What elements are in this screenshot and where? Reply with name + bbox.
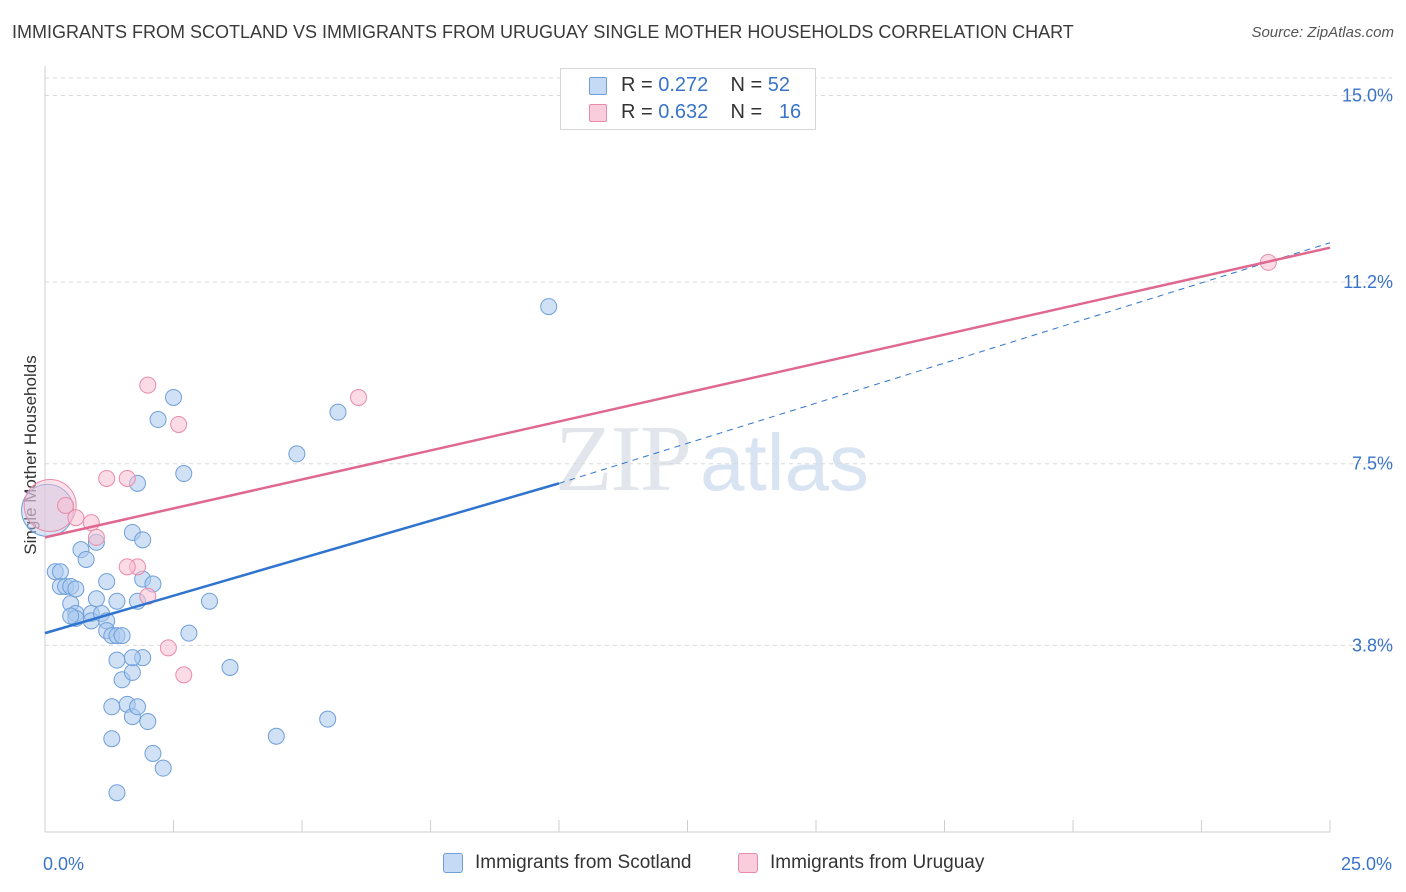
scotland-point [67, 580, 85, 598]
uruguay-point [23, 478, 77, 532]
scotland-point [129, 698, 147, 716]
uruguay-point [118, 469, 136, 487]
series-legend-uruguay[interactable]: Immigrants from Uruguay [738, 852, 984, 874]
legend-r-label: R = [621, 74, 653, 96]
scotland-point [123, 663, 141, 681]
series-label-scotland: Immigrants from Scotland [475, 852, 692, 873]
scotland-point [180, 624, 198, 642]
legend-n-value: 52 [767, 74, 791, 96]
chart-source: Source: ZipAtlas.com [1251, 24, 1394, 41]
watermark-atlas: atlas [700, 418, 869, 507]
uruguay-point [350, 388, 368, 406]
legend-r-label: R = [621, 101, 653, 123]
scotland-point [175, 465, 193, 483]
y-axis-label: Single Mother Households [21, 355, 40, 554]
scotland-point [113, 627, 131, 645]
watermark: ZIP atlas [555, 405, 869, 513]
scotland-point [267, 727, 285, 745]
y-tick-label: 7.5% [1352, 454, 1393, 474]
scotland-point [165, 388, 182, 406]
scotland-point [319, 710, 337, 728]
legend-n-label: N = [730, 101, 763, 123]
uruguay-point [175, 666, 193, 684]
uruguay-point [98, 469, 116, 487]
y-tick-label: 3.8% [1352, 635, 1393, 655]
x-tick-label: 0.0% [43, 854, 84, 874]
uruguay-point [57, 496, 75, 514]
legend-swatch-uruguay [589, 104, 607, 122]
legend-swatch-scotland [589, 77, 607, 95]
uruguay-trendline [44, 246, 1331, 539]
scotland-point [103, 698, 121, 716]
legend-n-value: 16 [778, 101, 802, 123]
legend-r-value: 0.272 [658, 74, 709, 96]
scotland-point [540, 298, 558, 316]
scotland-point [77, 550, 95, 568]
watermark-zip: ZIP [555, 407, 692, 511]
uruguay-point [139, 376, 157, 394]
series-legend: Immigrants from Scotland Immigrants from… [0, 852, 1406, 878]
scotland-point [98, 573, 116, 591]
scotland-point [149, 411, 167, 429]
chart-title: IMMIGRANTS FROM SCOTLAND VS IMMIGRANTS F… [12, 22, 1074, 42]
legend-r-value: 0.632 [658, 101, 709, 123]
series-label-uruguay: Immigrants from Uruguay [770, 852, 985, 873]
legend-n-label: N = [730, 74, 763, 96]
uruguay-point [67, 509, 85, 527]
y-tick-label: 11.2% [1343, 272, 1393, 292]
uruguay-point [118, 558, 136, 576]
scotland-point [103, 730, 121, 748]
scotland-point [123, 649, 141, 667]
series-legend-scotland[interactable]: Immigrants from Scotland [443, 852, 691, 874]
scotland-point [51, 563, 69, 581]
scotland-point [87, 590, 105, 608]
uruguay-point [87, 528, 105, 546]
series-swatch-uruguay [738, 853, 758, 873]
uruguay-point [170, 415, 188, 433]
scotland-point [288, 445, 306, 463]
scotland-point [221, 659, 239, 677]
correlation-legend: R = 0.272 N = 52 R = 0.632 N = 16 [560, 68, 816, 130]
scotland-trendline [44, 482, 560, 635]
scotland-point [139, 713, 157, 731]
scotland-point [108, 592, 126, 610]
x-tick-label: 25.0% [1341, 854, 1392, 874]
scotland-point [62, 607, 80, 625]
scotland-point [329, 403, 347, 421]
scotland-point [154, 759, 172, 777]
series-swatch-scotland [443, 853, 463, 873]
uruguay-point [159, 639, 177, 657]
scotland-point [108, 651, 126, 669]
scotland-trendline-extension [558, 242, 1331, 484]
scotland-point [108, 784, 126, 802]
scotland-point [200, 592, 218, 610]
y-tick-label: 15.0% [1342, 85, 1393, 105]
scotland-point [134, 531, 152, 549]
scotland-point [144, 744, 162, 762]
